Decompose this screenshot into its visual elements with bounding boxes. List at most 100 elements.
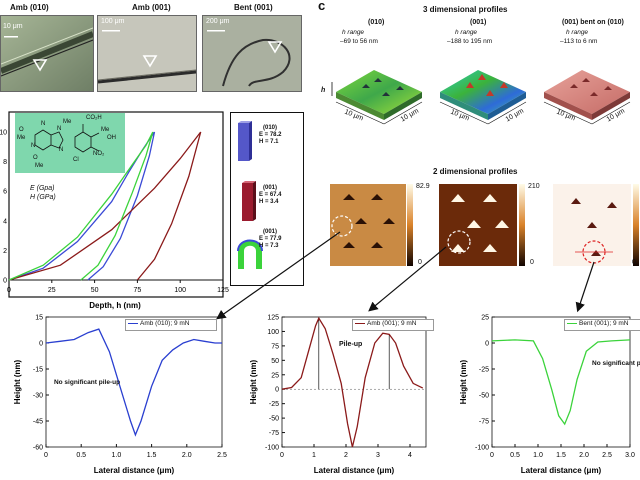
load-depth-ytick-label: 4 xyxy=(3,218,7,225)
map-2d-010 xyxy=(330,184,413,266)
load-depth-ytick-label: 6 xyxy=(3,189,7,196)
profile-xtick-label: 1.5 xyxy=(147,452,157,459)
profile-xlabel: Lateral distance (μm) xyxy=(521,466,602,475)
crystal-face-3: (001) xyxy=(263,229,278,235)
profiles-3d-surfaces xyxy=(331,70,631,125)
load-depth-curve--010-unloading xyxy=(87,131,156,281)
load-depth-curve-bent-001-unloading xyxy=(80,131,154,281)
mol-n4: N xyxy=(59,147,64,153)
load-depth-chart-svg: 0 25 50 75 100 125 0 2 4 6 8 10 Depth, h (nm) xyxy=(0,111,229,310)
profile-ytick-label: 25 xyxy=(271,372,279,379)
profile-curve xyxy=(45,328,222,437)
profile-ytick-label: -15 xyxy=(33,367,43,374)
chart3-legend: Bent (001); 9 mN xyxy=(564,319,640,331)
profile3d-name-2: (001) xyxy=(470,19,487,26)
profile3d-range-2: –188 to 195 nm xyxy=(447,38,493,45)
profile-ylabel: Height (nm) xyxy=(13,359,22,404)
profile-ytick-label: -30 xyxy=(33,393,43,400)
mol-me-mid: Me xyxy=(17,135,26,141)
profile-xtick-label: 2.5 xyxy=(217,452,227,459)
crystal-face-1: (010) xyxy=(263,125,278,131)
chart1-legend-swatch xyxy=(128,322,138,324)
crystal-H-3: H = 7.3 xyxy=(259,243,279,249)
chart1-legend-text: Amb (010); 9 mN xyxy=(140,320,190,327)
crystal-red-prism xyxy=(242,181,256,221)
load-depth-ytick-label: 0 xyxy=(3,278,7,285)
surface-3d-bent xyxy=(543,70,631,125)
profiles-3d-title: 3 dimensional profiles xyxy=(423,5,508,14)
mol-me-top: Me xyxy=(63,119,72,125)
profile-ytick-label: 25 xyxy=(481,315,489,322)
load-depth-ytick-label: 2 xyxy=(3,248,7,255)
load-depth-curves xyxy=(8,131,202,281)
profile-ytick-label: -50 xyxy=(269,416,279,423)
chart1-axes: 0 0.5 1.0 1.5 2.0 2.5 15 0 -15 -30 -45 -60 Lateral d… xyxy=(13,315,227,476)
profile-xtick-label: 0.5 xyxy=(76,452,86,459)
profile-xtick-label: 2.0 xyxy=(182,452,192,459)
profile-ytick-label: -60 xyxy=(33,445,43,452)
map-scale-max-1: 82.9 xyxy=(416,183,430,190)
profile-xtick-label: 0 xyxy=(44,452,48,459)
profile-frame xyxy=(491,316,631,448)
mol-cl: Cl xyxy=(73,157,79,163)
profile3d-range-label-3: h range xyxy=(566,29,589,36)
surface-3d-001 xyxy=(439,70,527,125)
chart3-legend-swatch xyxy=(567,322,577,324)
load-depth-ytick-label: 8 xyxy=(3,159,7,166)
profile-ytick-label: -75 xyxy=(479,419,489,426)
load-depth-axes: 0 25 50 75 100 125 0 2 4 6 8 10 xyxy=(0,130,229,295)
crystal-face-2: (001) xyxy=(263,185,278,191)
chart2-legend-swatch xyxy=(355,322,365,324)
load-depth-xtick-label: 75 xyxy=(134,287,142,294)
profile3d-range-3: –113 to 6 nm xyxy=(560,38,598,45)
micrograph-amb-010-image xyxy=(1,16,93,91)
chart3-axes: 0 0.5 1.0 1.5 2.0 2.5 3.0 25 0 -25 -50 -75 -100 Later… xyxy=(459,315,635,476)
load-depth-xtick-label: 0 xyxy=(7,287,11,294)
chart1-annotation: No significant pile-up xyxy=(53,379,121,386)
chart-amb-010: 0 0.5 1.0 1.5 2.0 2.5 15 0 -15 -30 -45 -60 Lateral d… xyxy=(13,315,227,476)
profile-ytick-label: -100 xyxy=(265,445,279,452)
chart2-line xyxy=(281,316,424,448)
mol-o1: O xyxy=(19,127,24,133)
profile-xtick-label: 3 xyxy=(376,452,380,459)
load-depth-xtick-label: 100 xyxy=(174,287,186,294)
load-depth-ytick-label: 10 xyxy=(0,130,7,137)
profile-ytick-label: 15 xyxy=(35,315,43,322)
map-2d-bent xyxy=(553,184,639,266)
micrograph-amb-001: 100 μm xyxy=(97,15,197,92)
profile-xtick-label: 0 xyxy=(280,452,284,459)
micro-title-3: Bent (001) xyxy=(234,3,273,12)
profile-xtick-label: 3.0 xyxy=(625,452,635,459)
mol-n3: N xyxy=(57,126,62,132)
legend-H-label: H (GPa) xyxy=(30,194,56,201)
profile-xtick-label: 0.5 xyxy=(510,452,520,459)
profile-ytick-label: -100 xyxy=(475,445,489,452)
mol-me-oh: Me xyxy=(101,127,110,133)
profiles-2d-title: 2 dimensional profiles xyxy=(433,167,518,176)
chart3-line xyxy=(491,339,631,426)
crystal-H-2: H = 3.4 xyxy=(259,199,279,205)
profile-ylabel: Height (nm) xyxy=(459,359,468,404)
map-2d-001 xyxy=(439,184,525,266)
profile-ytick-label: -75 xyxy=(269,430,279,437)
load-depth-curve-bent-001-loading xyxy=(8,131,154,281)
load-depth-xtick-label: 125 xyxy=(217,287,229,294)
mol-oh: OH xyxy=(107,135,116,141)
profile-frame xyxy=(45,316,223,448)
profile-curve xyxy=(281,316,424,448)
surface-3d-010 xyxy=(331,70,423,125)
chart-bent-001: 0 0.5 1.0 1.5 2.0 2.5 3.0 25 0 -25 -50 -75 -100 Later… xyxy=(459,315,635,476)
profile-xtick-label: 1.0 xyxy=(112,452,122,459)
chart2-axes: 0 1 2 3 4 125 100 75 50 25 0 -25 -50 -75 -100 Lateral d… xyxy=(249,315,427,475)
profile3d-name-1: (010) xyxy=(368,19,385,26)
profile-frame xyxy=(281,316,427,448)
profile-xtick-label: 2 xyxy=(344,452,348,459)
chart2-legend: Amb (001); 9 mN xyxy=(352,319,434,331)
mol-n2: N xyxy=(31,143,36,149)
crystal-bent-arch xyxy=(237,239,263,269)
crystal-E-2: E = 67.4 xyxy=(259,192,282,198)
crystal-E-3: E = 77.9 xyxy=(259,236,282,242)
molecule-box: CO₂H O N Me N N Me N O Me Cl NO₂ Me OH xyxy=(15,113,125,173)
profile3d-range-1: –69 to 56 nm xyxy=(340,38,378,45)
profile-ytick-label: -25 xyxy=(269,401,279,408)
